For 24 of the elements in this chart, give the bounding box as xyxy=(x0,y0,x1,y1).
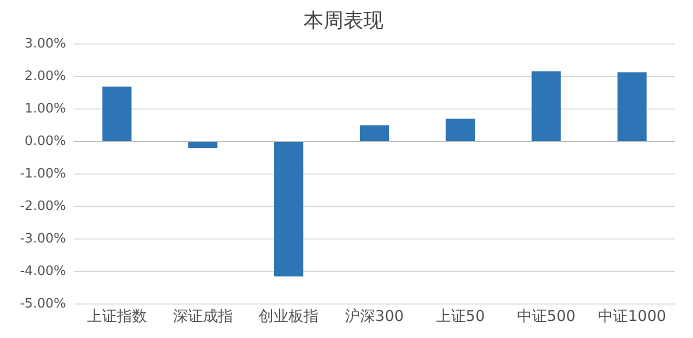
x-tick-label: 沪深300 xyxy=(345,306,404,325)
chart-title: 本周表现 xyxy=(304,8,384,32)
bar xyxy=(102,86,132,141)
y-tick-label: -5.00% xyxy=(20,296,66,312)
x-tick-label: 深证成指 xyxy=(172,306,233,325)
bar xyxy=(188,142,218,148)
x-tick-label: 中证1000 xyxy=(598,306,666,325)
x-tick-label: 上证指数 xyxy=(86,306,147,325)
x-tick-label: 中证500 xyxy=(516,306,576,325)
y-tick-label: -4.00% xyxy=(20,264,66,279)
bar xyxy=(617,72,647,141)
y-tick-label: -1.00% xyxy=(20,166,66,182)
y-tick-label: 3.00% xyxy=(24,36,66,52)
bar xyxy=(274,142,304,276)
y-tick-label: 1.00% xyxy=(24,101,66,116)
y-tick-label: -2.00% xyxy=(20,198,66,214)
y-tick-label: 2.00% xyxy=(24,68,66,84)
x-tick-label: 创业板指 xyxy=(258,306,319,325)
y-tick-label: 0.00% xyxy=(24,134,66,149)
bar xyxy=(360,125,390,141)
bar xyxy=(532,71,561,141)
bar xyxy=(446,118,475,141)
x-tick-label: 上证50 xyxy=(436,306,485,325)
y-tick-label: -3.00% xyxy=(20,231,66,246)
